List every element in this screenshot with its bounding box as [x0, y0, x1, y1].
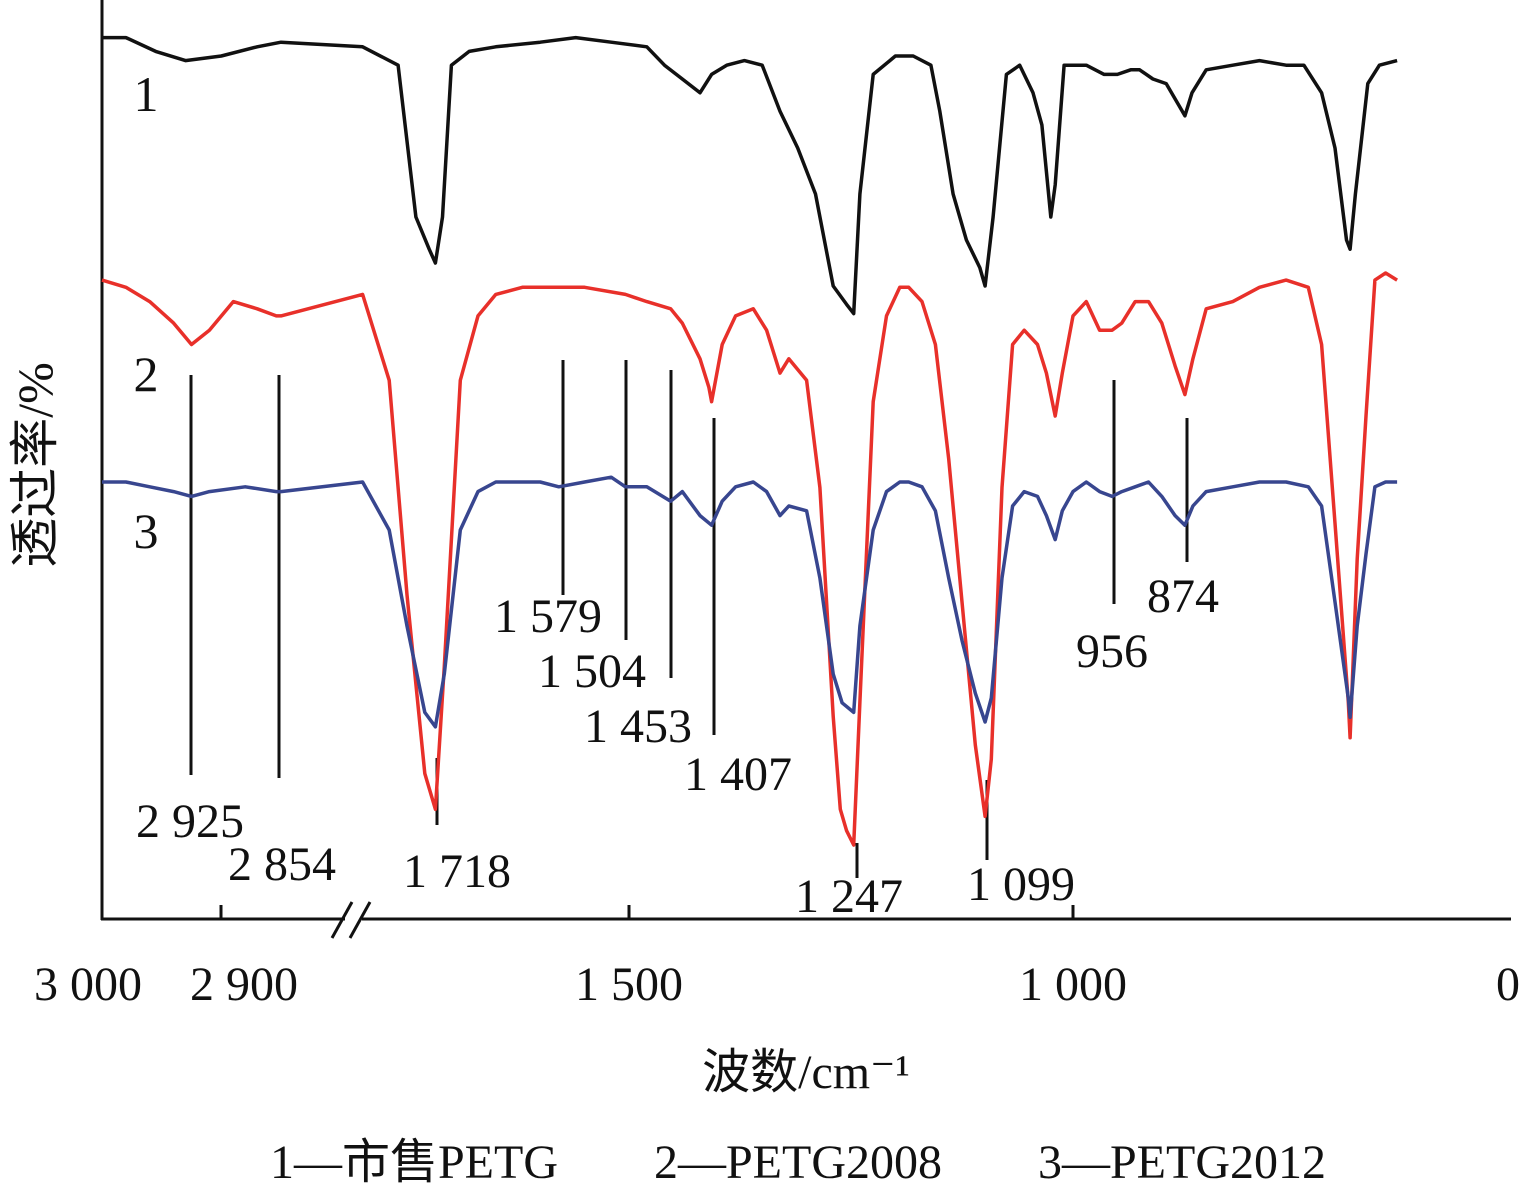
x-tick-label: 1 000: [1019, 958, 1127, 1011]
x-tick-label: 2 900: [190, 958, 298, 1011]
x-tick-label: 0: [1496, 958, 1520, 1011]
series-label-2: 2: [134, 346, 159, 402]
peak-label: 1 247: [795, 870, 903, 923]
peak-label: 956: [1076, 625, 1148, 678]
peak-label: 1 718: [403, 845, 511, 898]
series-line-3: [102, 475, 1398, 729]
peak-label: 1 407: [684, 748, 792, 801]
x-tick-label: 1 500: [575, 958, 683, 1011]
x-axis-label: 波数/cm⁻¹: [702, 1046, 910, 1099]
peak-label: 874: [1147, 570, 1219, 623]
peak-label: 1 099: [967, 858, 1075, 911]
axes: [100, 0, 1511, 939]
peak-label: 1 504: [538, 645, 646, 698]
series-label-3: 3: [134, 503, 159, 559]
peak-label: 2 854: [228, 838, 336, 891]
series-lines: 1 2 3: [101, 35, 1399, 847]
series-line-2: [101, 271, 1399, 847]
peak-label: 2 925: [136, 795, 244, 848]
axis-break-mark: [348, 901, 372, 939]
series-label-1: 1: [134, 66, 159, 122]
legend: 1—市售PETG 2—PETG2008 3—PETG2012: [270, 1136, 1326, 1189]
series-line-1: [102, 35, 1398, 316]
x-tick-label: 3 000: [34, 958, 142, 1011]
y-axis-label: 透过率/%: [7, 362, 63, 568]
peak-label: 1 579: [494, 590, 602, 643]
peak-label: 1 453: [584, 700, 692, 753]
axis-break-mark: [330, 901, 354, 939]
x-ticks: 3 000 2 900 1 500 1 000 0: [34, 905, 1520, 1011]
